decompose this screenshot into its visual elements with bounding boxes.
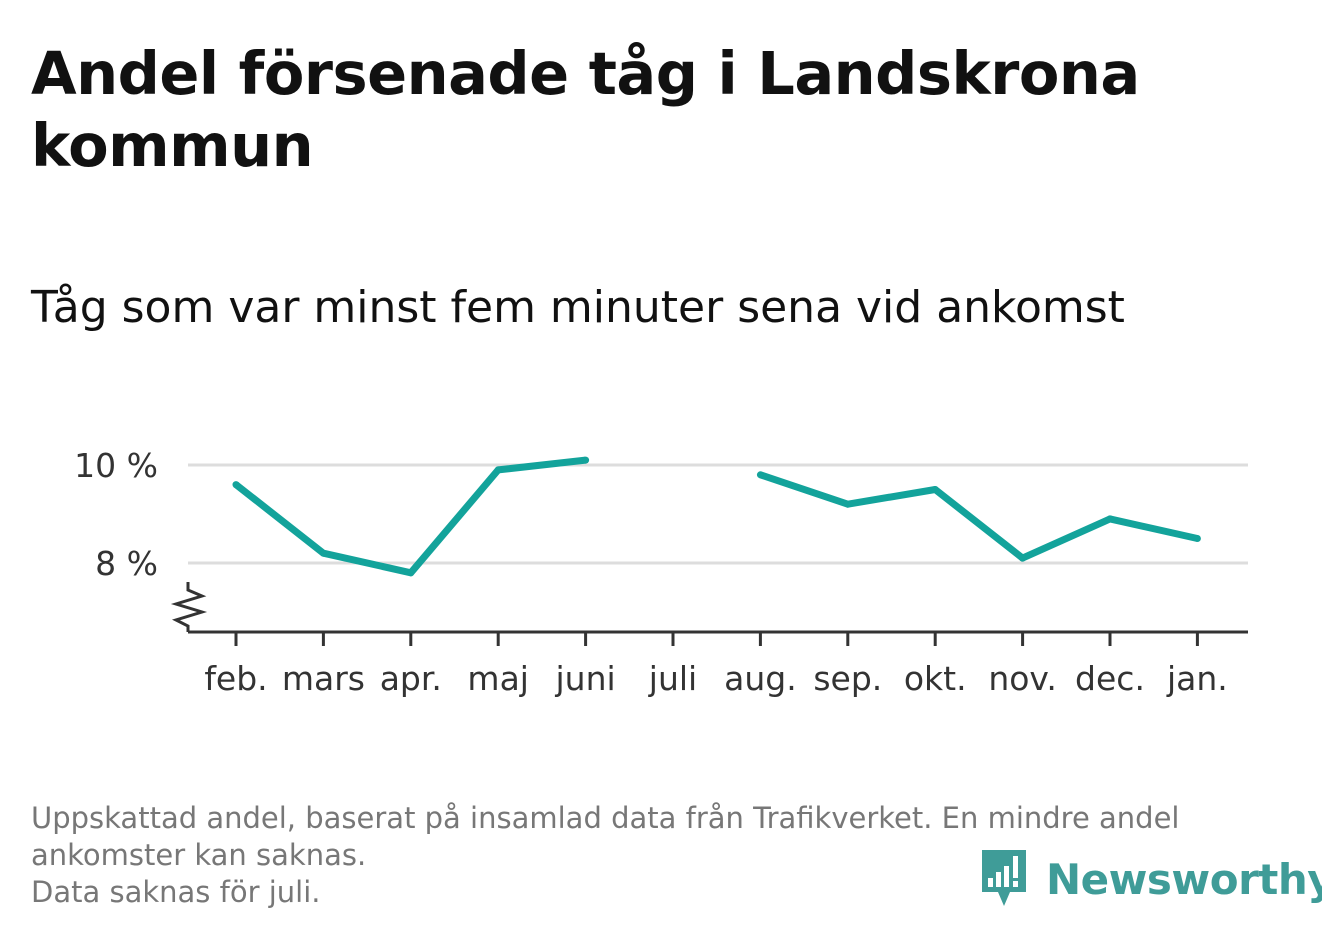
data-point-feb.	[232, 481, 240, 489]
x-tick-label: apr.	[380, 659, 442, 698]
data-point-apr.	[407, 569, 415, 577]
x-axis	[170, 582, 1248, 646]
newsworthy-logo-icon	[982, 850, 1026, 906]
x-tick-label: aug.	[724, 659, 797, 698]
x-tick-label: juni	[555, 659, 616, 698]
series-line-segment-1	[759, 471, 1199, 562]
x-tick-label: sep.	[813, 659, 882, 698]
data-point-juni	[582, 456, 590, 464]
data-point-maj	[494, 466, 502, 474]
footnote: Uppskattad andel, baserat på insamlad da…	[31, 800, 1291, 911]
brand: Newsworthy	[980, 848, 1322, 910]
axis-break-icon	[170, 582, 208, 632]
data-point-jan.	[1193, 535, 1201, 542]
data-point-okt.	[931, 486, 939, 493]
x-tick-label: jan.	[1166, 659, 1228, 698]
data-point-dec.	[1106, 515, 1114, 523]
chart-title: Andel försenade tåg i Landskrona kommun	[31, 39, 1140, 180]
series-line-segment-0	[233, 456, 586, 577]
data-point-nov.	[1019, 554, 1027, 562]
brand-name: Newsworthy	[1046, 854, 1322, 904]
grid-lines	[188, 463, 1248, 565]
x-tick-label: okt.	[904, 659, 967, 698]
x-tick-label: dec.	[1075, 659, 1145, 698]
data-point-mars	[319, 549, 327, 557]
x-tick-label: mars	[282, 659, 365, 698]
x-axis-labels: feb. mars apr. maj juni juli aug. sep. okt. nov. d…	[204, 659, 1227, 698]
data-point-sep.	[844, 500, 852, 508]
series-lines	[232, 456, 1201, 577]
x-tick-label: feb.	[204, 659, 267, 698]
footnote-line-3: Data saknas för juli.	[31, 875, 321, 909]
chart-subtitle: Tåg som var minst fem minuter sena vid a…	[31, 282, 1125, 333]
y-tick-label: 8 %	[95, 544, 158, 583]
x-tick-label: juli	[648, 659, 697, 698]
line-chart: 8 % 10 % feb. mars apr. maj juni juli aug. sep. o…	[74, 446, 1248, 698]
x-tick-label: nov.	[988, 659, 1057, 698]
y-tick-label: 10 %	[74, 446, 158, 485]
footnote-line-2: ankomster kan saknas.	[31, 838, 367, 872]
data-point-aug.	[756, 471, 764, 479]
x-tick-label: maj	[467, 659, 529, 698]
footnote-line-1: Uppskattad andel, baserat på insamlad da…	[31, 801, 1180, 835]
y-axis-labels: 8 % 10 %	[74, 446, 158, 583]
